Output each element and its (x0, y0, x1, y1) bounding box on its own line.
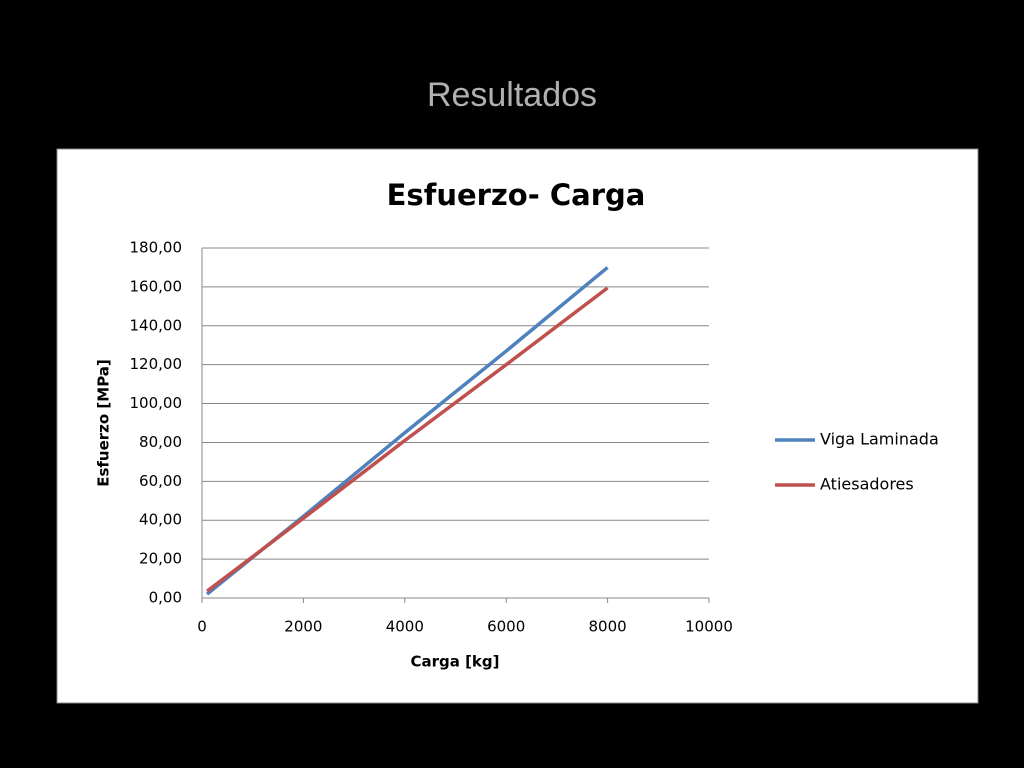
slide-title: Resultados (427, 76, 597, 114)
x-tick-label: 2000 (284, 618, 322, 636)
y-tick-label: 80,00 (139, 433, 182, 451)
x-tick-label: 8000 (589, 618, 627, 636)
y-tick-label: 180,00 (130, 239, 183, 257)
legend-label: Viga Laminada (820, 430, 939, 449)
x-tick-label: 4000 (386, 618, 424, 636)
chart-panel (56, 148, 979, 704)
y-tick-label: 60,00 (139, 472, 182, 490)
chart-title: Esfuerzo- Carga (387, 178, 646, 212)
legend-label: Atiesadores (820, 475, 914, 494)
y-tick-label: 160,00 (130, 277, 183, 295)
data-line (206, 286, 609, 593)
y-tick-label: 120,00 (130, 355, 183, 373)
x-tick-label: 10000 (685, 618, 733, 636)
y-tick-label: 40,00 (139, 511, 182, 529)
y-axis-label: Esfuerzo [MPa] (95, 359, 113, 487)
x-tick-label: 0 (197, 618, 207, 636)
y-tick-label: 20,00 (139, 550, 182, 568)
x-tick-label: 6000 (487, 618, 525, 636)
y-tick-label: 100,00 (130, 394, 183, 412)
x-axis-label: Carga [kg] (410, 653, 499, 671)
y-tick-label: 140,00 (130, 316, 183, 334)
y-tick-label: 0,00 (149, 589, 182, 607)
